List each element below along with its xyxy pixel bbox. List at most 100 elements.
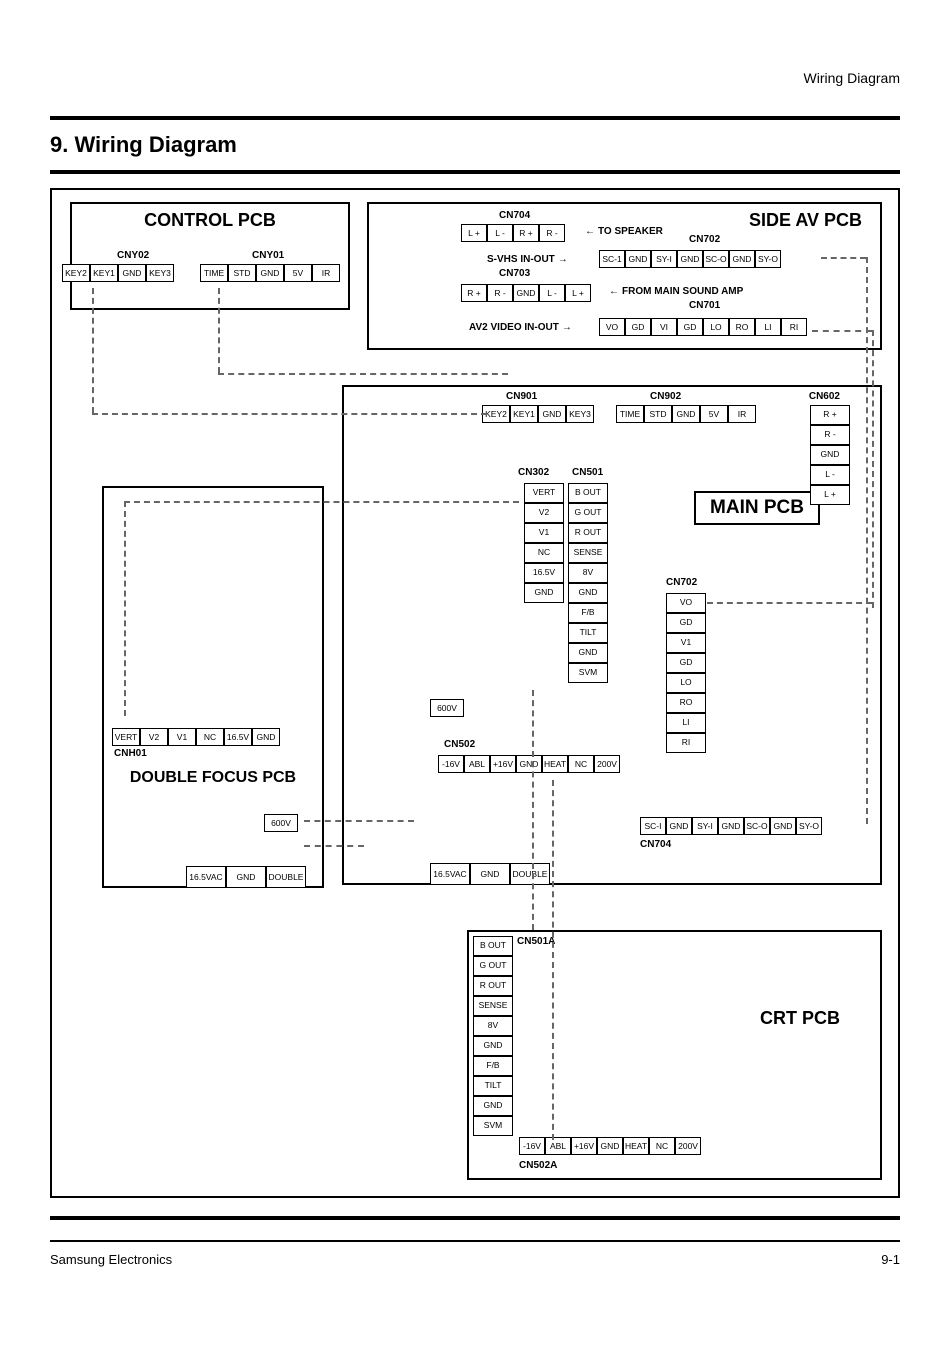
cn702-main-pins: VO GD V1 GD LO RO LI RI [666, 593, 706, 753]
cny01-pins: TIME STD GND 5V IR [200, 264, 340, 282]
conn-line [124, 501, 519, 503]
double-600v: 600V [264, 814, 298, 832]
pin: L + [461, 224, 487, 242]
pin: TILT [568, 623, 608, 643]
pin: L + [810, 485, 850, 505]
control-pcb-block: CONTROL PCB CNY02 KEY2 KEY1 GND KEY3 CNY… [70, 202, 350, 310]
pin: LI [666, 713, 706, 733]
pin: 8V [568, 563, 608, 583]
pin: +16V [571, 1137, 597, 1155]
main-pcb-block: MAIN PCB CN901 KEY2 KEY1 GND KEY3 CN902 … [342, 385, 882, 885]
main-pcb-title: MAIN PCB [694, 491, 820, 525]
cn501-label: CN501 [572, 467, 603, 478]
pin: SY-I [692, 817, 718, 835]
pin: L - [810, 465, 850, 485]
double-focus-title-text: DOUBLE FOCUS PCB [130, 769, 296, 786]
pin: TIME [616, 405, 644, 423]
pin: L - [487, 224, 513, 242]
pin: SVM [473, 1116, 513, 1136]
pin: R - [810, 425, 850, 445]
pin: SENSE [473, 996, 513, 1016]
cn501a-label: CN501A [517, 936, 555, 947]
pin: GD [625, 318, 651, 336]
cn602-pins: R + R - GND L - L + [810, 405, 850, 505]
pin: RI [666, 733, 706, 753]
double-focus-block: CNH01 VERT V2 V1 NC 16.5V GND DOUBLE FOC… [102, 486, 324, 888]
conn-line [218, 288, 220, 373]
cn702-main-label: CN702 [666, 577, 697, 588]
cn502-label: CN502 [444, 739, 475, 750]
pin: GND [473, 1096, 513, 1116]
pin: GND [568, 583, 608, 603]
pin: LO [703, 318, 729, 336]
av2-label: AV2 VIDEO IN-OUT [469, 322, 572, 333]
pin: 8V [473, 1016, 513, 1036]
cn703-pins: R + R - GND L - L + [461, 284, 591, 302]
pin: VI [651, 318, 677, 336]
pin: GND [568, 643, 608, 663]
cn602-label: CN602 [809, 391, 840, 402]
pin: ABL [464, 755, 490, 773]
pin: B OUT [473, 936, 513, 956]
pin: GND [516, 755, 542, 773]
cn702-av-pins: SC-1 GND SY-I GND SC-O GND SY-O [599, 250, 781, 268]
wiring-diagram: CONTROL PCB CNY02 KEY2 KEY1 GND KEY3 CNY… [50, 188, 900, 1198]
pin: GND [256, 264, 284, 282]
to-speaker-label: TO SPEAKER [585, 226, 663, 237]
pin: B OUT [568, 483, 608, 503]
pin: DOUBLE [510, 863, 550, 885]
pin: RI [781, 318, 807, 336]
pin: G OUT [473, 956, 513, 976]
cn302-label: CN302 [518, 467, 549, 478]
pin: STD [644, 405, 672, 423]
control-pcb-title: CONTROL PCB [72, 210, 348, 231]
pin: V2 [140, 728, 168, 746]
cn701-label: CN701 [689, 300, 720, 311]
crt-pcb-block: CRT PCB CN501A B OUT G OUT R OUT SENSE 8… [467, 930, 882, 1180]
pin: V1 [524, 523, 564, 543]
pin: VO [666, 593, 706, 613]
page-header-right: Wiring Diagram [50, 70, 900, 86]
pin: GND [770, 817, 796, 835]
pin: NC [649, 1137, 675, 1155]
double-focus-title: DOUBLE FOCUS PCB [104, 768, 322, 787]
pin: 200V [594, 755, 620, 773]
cn901-pins: KEY2 KEY1 GND KEY3 [482, 405, 594, 423]
cny02-pins: KEY2 KEY1 GND KEY3 [62, 264, 174, 282]
pin: KEY3 [146, 264, 174, 282]
cnh01-pins: VERT V2 V1 NC 16.5V GND [112, 728, 280, 746]
pin: NC [568, 755, 594, 773]
pin: GD [666, 653, 706, 673]
cn302-pins: VERT V2 V1 NC 16.5V GND [524, 483, 564, 603]
pin: R OUT [568, 523, 608, 543]
section-title: 9. Wiring Diagram [50, 132, 900, 158]
pin: SVM [568, 663, 608, 683]
pin: 5V [284, 264, 312, 282]
pin: GND [810, 445, 850, 465]
from-main-sound-label: FROM MAIN SOUND AMP [609, 286, 743, 297]
cn704-top-pins: L + L - R + R - [461, 224, 565, 242]
pin: V1 [168, 728, 196, 746]
double-bottom-strip: 16.5VAC GND DOUBLE [186, 866, 306, 888]
footer-rule [50, 1216, 900, 1220]
pin: GD [666, 613, 706, 633]
pin: GND [470, 863, 510, 885]
pin: 5V [700, 405, 728, 423]
pin: 200V [675, 1137, 701, 1155]
cn704-main-pins: SC-I GND SY-I GND SC-O GND SY-O [640, 817, 822, 835]
pin: GND [597, 1137, 623, 1155]
cn902-pins: TIME STD GND 5V IR [616, 405, 756, 423]
cn701-pins: VO GD VI GD LO RO LI RI [599, 318, 807, 336]
pin: DOUBLE [266, 866, 306, 888]
pin: GND [473, 1036, 513, 1056]
pin: SC-1 [599, 250, 625, 268]
pin: R - [539, 224, 565, 242]
pin: LI [755, 318, 781, 336]
conn-line [304, 845, 364, 847]
pin: G OUT [568, 503, 608, 523]
pin: R + [461, 284, 487, 302]
section-heading-rule: 9. Wiring Diagram [50, 116, 900, 174]
cn502a-pins: -16V ABL +16V GND HEAT NC 200V [519, 1137, 701, 1155]
pin: V2 [524, 503, 564, 523]
conn-line [124, 501, 126, 716]
